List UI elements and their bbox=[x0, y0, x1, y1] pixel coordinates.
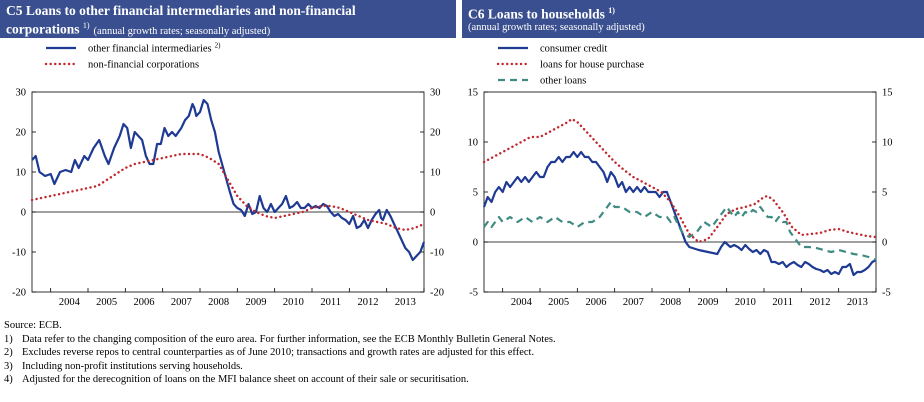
series-line-other-financial-intermediaries bbox=[31, 98, 426, 262]
y-tick-label-right: -20 bbox=[430, 288, 444, 299]
x-tick-label: 2007 bbox=[623, 297, 644, 308]
x-tick-label: 2013 bbox=[395, 297, 416, 308]
y-tick-label-left: -5 bbox=[469, 288, 478, 299]
chart-title-line1: C5 Loans to other financial intermediari… bbox=[6, 3, 356, 18]
x-tick-label: 2010 bbox=[735, 297, 756, 308]
footnote-3: 3) Including non-profit institutions serv… bbox=[4, 360, 243, 372]
legend-label: other financial intermediaries 2) bbox=[88, 42, 221, 55]
x-tick-label: 2010 bbox=[283, 297, 304, 308]
y-tick-label-left: 5 bbox=[473, 188, 478, 199]
x-tick-label: 2008 bbox=[208, 297, 229, 308]
plot-frame bbox=[483, 91, 877, 293]
y-tick-label-right: -10 bbox=[430, 248, 444, 259]
x-tick-label: 2009 bbox=[246, 297, 267, 308]
legend-label: consumer credit bbox=[540, 44, 607, 55]
x-tick-label: 2011 bbox=[772, 297, 793, 308]
legend-label: loans for house purchase bbox=[540, 60, 644, 71]
y-tick-label-right: 0 bbox=[430, 208, 435, 219]
series-line-consumer-credit bbox=[482, 150, 877, 277]
footnote-4: 4) Adjusted for the derecognition of loan… bbox=[4, 374, 469, 386]
x-tick-label: 2008 bbox=[660, 297, 681, 308]
y-tick-label-left: -20 bbox=[12, 288, 26, 299]
chart-panel-c5: C5 Loans to other financial intermediari… bbox=[0, 0, 456, 316]
y-tick-label-left: 20 bbox=[16, 128, 27, 139]
y-tick-label-right: 0 bbox=[882, 238, 887, 249]
x-tick-label: 2011 bbox=[320, 297, 341, 308]
x-tick-label: 2009 bbox=[698, 297, 719, 308]
y-tick-label-right: 30 bbox=[430, 88, 441, 99]
y-tick-label-left: 0 bbox=[21, 208, 26, 219]
chart-title: C6 Loans to households 1) bbox=[468, 6, 615, 22]
x-tick-label: 2012 bbox=[358, 297, 379, 308]
x-tick-label: 2006 bbox=[586, 297, 607, 308]
chart-header: C6 Loans to households 1) (annual growth… bbox=[462, 0, 924, 38]
y-tick-label-right: 15 bbox=[882, 88, 893, 99]
footnotes: Source: ECB. 1) Data refer to the changin… bbox=[4, 319, 920, 387]
y-tick-label-right: 20 bbox=[430, 128, 441, 139]
chart-c5: -20 -20 -10 -10 0 0 10 10 20 20 30 30 2004 2005 2006 20… bbox=[12, 42, 444, 309]
x-tick-label: 2012 bbox=[810, 297, 831, 308]
x-tick-label: 2005 bbox=[96, 297, 117, 308]
y-tick-label-left: 10 bbox=[468, 138, 479, 149]
y-tick-label-left: 0 bbox=[473, 238, 478, 249]
series-line-other-loans bbox=[483, 200, 877, 262]
y-tick-label-right: 5 bbox=[882, 188, 887, 199]
x-tick-label: 2004 bbox=[59, 297, 81, 308]
x-tick-label: 2013 bbox=[847, 297, 868, 308]
chart-title-line2: corporations 1) (annual growth rates; sea… bbox=[6, 21, 271, 37]
chart-panel-c6: C6 Loans to households 1) (annual growth… bbox=[462, 0, 924, 316]
series-line-loans-for-house-purchase bbox=[482, 117, 878, 244]
plot-frame bbox=[31, 91, 425, 293]
y-tick-label-right: -5 bbox=[882, 288, 891, 299]
y-tick-label-left: 15 bbox=[468, 88, 479, 99]
y-tick-label-right: 10 bbox=[430, 168, 441, 179]
chart-c6: -5 -5 0 0 5 5 10 10 15 15 2004 2005 2006 2007 2008 2009… bbox=[468, 44, 893, 309]
footnote-2: 2) Excludes reverse repos to central coun… bbox=[4, 347, 535, 359]
footnote-1: 1) Data refer to the changing composition… bbox=[4, 333, 556, 345]
series-line-non-financial-corporations bbox=[30, 152, 426, 232]
y-tick-label-left: -10 bbox=[12, 248, 26, 259]
x-tick-label: 2007 bbox=[171, 297, 192, 308]
x-tick-label: 2005 bbox=[548, 297, 569, 308]
legend-label-sup: 2) bbox=[215, 42, 222, 50]
chart-subtitle-row: (annual growth rates; seasonally adjuste… bbox=[468, 18, 645, 35]
y-tick-label-left: 10 bbox=[16, 168, 27, 179]
legend-label: other loans bbox=[540, 76, 586, 87]
chart-subtitle: (annual growth rates; seasonally adjuste… bbox=[468, 22, 645, 33]
chart-header: C5 Loans to other financial intermediari… bbox=[0, 0, 456, 38]
legend-label: non-financial corporations bbox=[88, 60, 199, 71]
y-tick-label-right: 10 bbox=[882, 138, 893, 149]
y-tick-label-left: 30 bbox=[16, 88, 27, 99]
x-tick-label: 2004 bbox=[511, 297, 533, 308]
source-note: Source: ECB. bbox=[4, 320, 62, 331]
chart-subtitle: (annual growth rates; seasonally adjuste… bbox=[93, 25, 271, 37]
x-tick-label: 2006 bbox=[134, 297, 155, 308]
